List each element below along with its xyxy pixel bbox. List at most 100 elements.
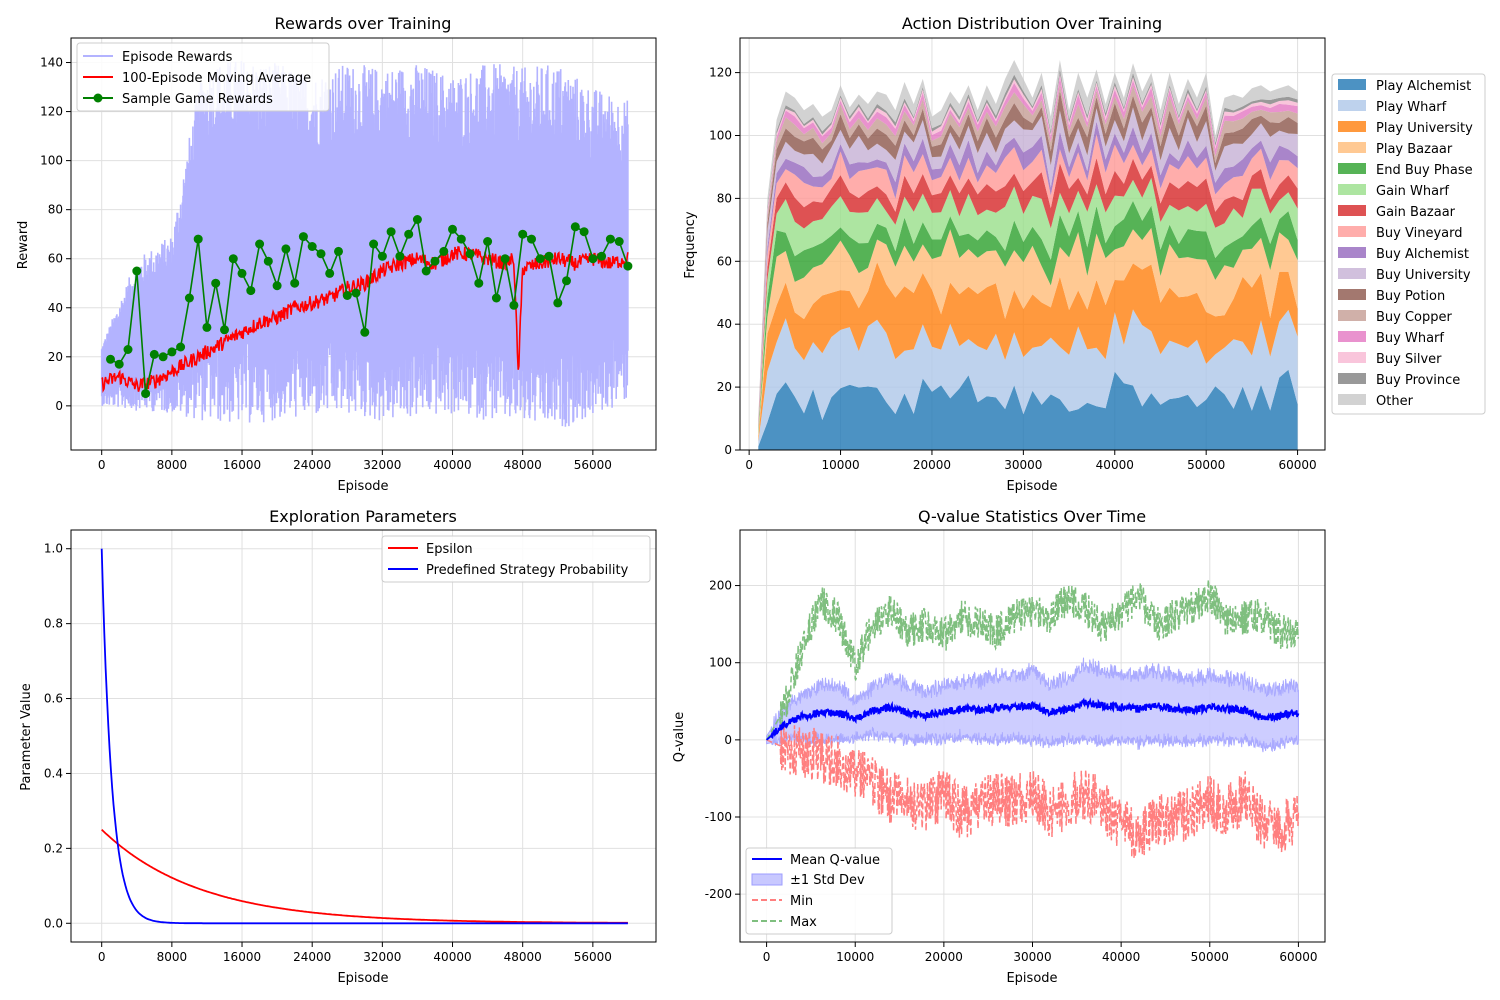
legend-swatch-buy-province [1338, 373, 1366, 384]
sample-reward-point [544, 251, 554, 261]
sample-reward-point [527, 234, 536, 244]
qvalues-ytick-label-0: -200 [705, 887, 732, 901]
sample-reward-point [114, 359, 124, 369]
rewards-ytick-label-3: 60 [48, 252, 63, 266]
sample-reward-point [439, 246, 449, 256]
legend-swatch-play-bazaar [1338, 142, 1366, 153]
legend-swatch-play-university [1338, 121, 1366, 132]
qvalues-ytick-label-3: 100 [709, 656, 732, 670]
qvalue-ylabel: Q-value [672, 712, 687, 762]
rewards-chart: Rewards over Training Episode Reward 0 80… [16, 14, 657, 494]
qvalue-ticks: 0 10000 20000 30000 40000 50000 60000 -200 -100 0… [705, 579, 1318, 964]
sample-reward-point [491, 293, 501, 303]
rewards-ylabel: Reward [16, 221, 31, 269]
exploration-ytick-label-0: 0.0 [44, 916, 63, 930]
rewards-title: Rewards over Training [275, 14, 452, 33]
exploration-ytick-label-1: 0.2 [44, 841, 63, 855]
exploration-title: Exploration Parameters [269, 507, 457, 526]
rewards-xtick-label-2: 16000 [223, 458, 261, 472]
sample-reward-point [272, 281, 282, 291]
actions-ytick-label-4: 80 [717, 191, 732, 205]
rewards-ytick-label-6: 120 [40, 105, 63, 119]
exploration-chart: Exploration Parameters Episode Parameter… [19, 507, 657, 986]
legend-swatch-buy-wharf [1338, 331, 1366, 342]
rewards-ytick-label-0: 0 [55, 399, 63, 413]
rewards-legend: Episode Rewards 100-Episode Moving Avera… [76, 42, 330, 112]
legend-swatch-buy-potion [1338, 289, 1366, 300]
rewards-xtick-label-7: 56000 [574, 458, 612, 472]
rewards-ytick-label-1: 20 [48, 350, 63, 364]
sample-reward-point [237, 268, 247, 278]
sample-reward-point [553, 298, 563, 308]
qvalue-xlabel: Episode [1006, 971, 1057, 986]
actions-xtick-label-3: 30000 [1004, 458, 1042, 472]
episode-rewards-line [100, 61, 629, 427]
rewards-ytick-label-4: 80 [48, 203, 63, 217]
sample-reward-point [588, 254, 598, 264]
exploration-xtick-label-0: 0 [98, 950, 106, 964]
sample-reward-point [456, 234, 466, 244]
exploration-ytick-label-5: 1.0 [44, 542, 63, 556]
legend-marker-sample-rewards [93, 93, 103, 103]
actions-xlabel: Episode [1006, 479, 1057, 494]
exploration-legend: Epsilon Predefined Strategy Probability [381, 535, 651, 583]
legend-label-epsilon: Epsilon [426, 542, 473, 557]
sample-reward-point [123, 345, 133, 354]
rewards-ticks: 0 8000 16000 24000 32000 40000 48000 56000 0 20 40… [40, 56, 612, 472]
sample-reward-point [149, 349, 159, 359]
actions-legend: Play Alchemist Play Wharf Play University P… [1331, 73, 1486, 415]
legend-swatch-buy-alchemist [1338, 247, 1366, 258]
exploration-xtick-label-3: 24000 [293, 950, 331, 964]
area-play-university [758, 262, 1298, 442]
sample-reward-point [351, 288, 361, 298]
legend-label-end-buy-phase: End Buy Phase [1376, 163, 1473, 178]
exploration-ylabel: Parameter Value [19, 683, 34, 790]
sample-reward-point [386, 227, 396, 237]
sample-reward-point [474, 278, 484, 288]
legend-swatch-buy-copper [1338, 310, 1366, 321]
legend-label-play-alchemist: Play Alchemist [1376, 79, 1471, 94]
exploration-legend-box [381, 535, 651, 583]
actions-xtick-label-5: 50000 [1187, 458, 1225, 472]
max-q-line [765, 579, 1300, 741]
legend-label-predef: Predefined Strategy Probability [426, 563, 629, 578]
area-end-buy-phase [758, 200, 1298, 435]
sample-reward-point [228, 254, 238, 264]
sample-reward-point [202, 322, 212, 332]
legend-swatch-gain-bazaar [1338, 205, 1366, 216]
exploration-xlabel: Episode [337, 971, 388, 986]
rewards-xtick-label-0: 0 [98, 458, 106, 472]
rewards-xlabel: Episode [337, 479, 388, 494]
actions-ytick-label-3: 60 [717, 254, 732, 268]
actions-ylabel: Frequency [683, 211, 698, 278]
sample-reward-point [316, 249, 326, 259]
rewards-ytick-label-7: 140 [40, 56, 63, 70]
qvalues-xtick-label-4: 40000 [1102, 950, 1140, 964]
sample-reward-point [298, 232, 308, 242]
sample-reward-point [465, 249, 475, 259]
legend-label-moving-average: 100-Episode Moving Average [122, 71, 311, 86]
rewards-xtick-label-4: 32000 [363, 458, 401, 472]
qvalue-chart: Q-value Statistics Over Time Episode Q-v… [672, 507, 1326, 986]
legend-swatch-play-wharf [1338, 100, 1366, 111]
qvalues-ytick-label-2: 0 [724, 733, 732, 747]
legend-label-std: ±1 Std Dev [790, 873, 865, 888]
sample-reward-point [369, 239, 379, 249]
legend-swatch-std [751, 873, 783, 886]
actions-ticks: 0 10000 20000 30000 40000 50000 60000 0 20 40 60 80… [709, 66, 1317, 472]
actions-ytick-label-5: 100 [709, 128, 732, 142]
actions-ytick-label-0: 0 [724, 443, 732, 457]
legend-label-buy-vineyard: Buy Vineyard [1376, 226, 1462, 241]
sample-reward-point [623, 261, 633, 271]
legend-swatch-gain-wharf [1338, 184, 1366, 195]
sample-reward-point [430, 256, 440, 266]
epsilon-line [101, 828, 628, 924]
exploration-ytick-label-3: 0.6 [44, 692, 63, 706]
rewards-plot-area [100, 61, 633, 427]
sample-reward-point [106, 354, 115, 364]
sample-reward-point [562, 276, 571, 286]
sample-reward-point [342, 291, 352, 300]
legend-swatch-end-buy-phase [1338, 163, 1366, 174]
legend-swatch-buy-university [1338, 268, 1366, 279]
